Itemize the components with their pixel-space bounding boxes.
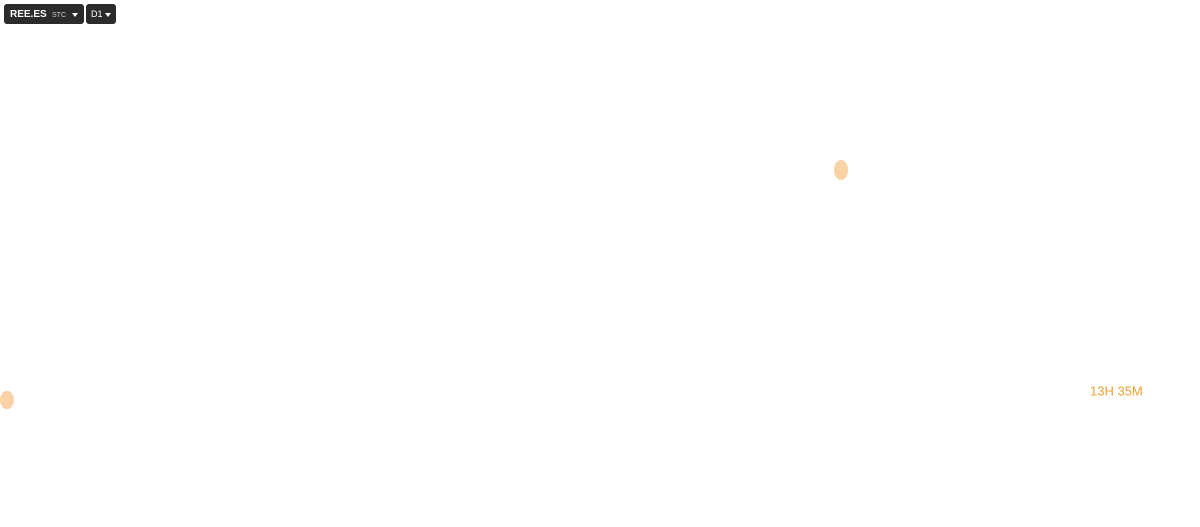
instrument-type: STC [52,12,66,19]
symbol-button[interactable] [4,4,84,24]
timeframe-button[interactable] [86,4,116,24]
timeframe: D1 [91,9,103,19]
dropdown-arrow [72,13,78,17]
highlight [834,160,848,180]
symbol: REE.ES [10,9,47,20]
countdown: 13H 35M [1090,383,1143,398]
highlight [0,391,14,409]
dropdown-arrow [105,13,111,17]
